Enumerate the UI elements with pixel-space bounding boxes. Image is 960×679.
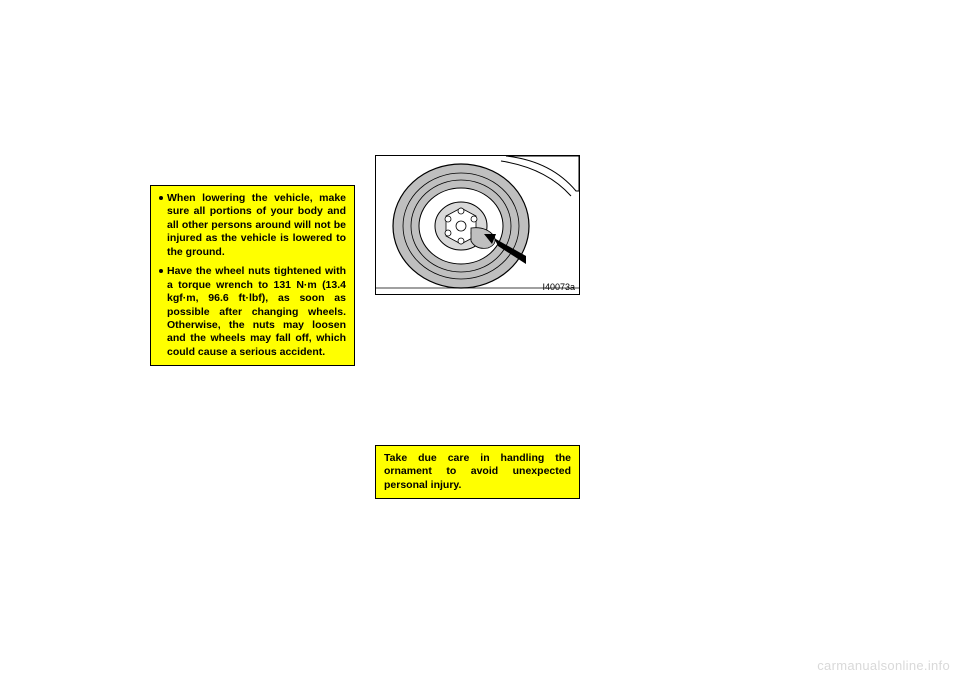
spacer	[375, 295, 580, 445]
manual-page: When lowering the vehicle, make sure all…	[0, 0, 960, 679]
caution-list: When lowering the vehicle, make sure all…	[159, 192, 346, 359]
wheel-illustration: I40073a	[375, 155, 580, 295]
left-column: When lowering the vehicle, make sure all…	[150, 185, 355, 366]
watermark: carmanualsonline.info	[817, 658, 950, 673]
caution-box-lowering: When lowering the vehicle, make sure all…	[150, 185, 355, 366]
caution-item: Have the wheel nuts tightened with a tor…	[159, 265, 346, 359]
illustration-label: I40073a	[542, 282, 575, 292]
caution-item: When lowering the vehicle, make sure all…	[159, 192, 346, 259]
right-column: I40073a Take due care in handling the or…	[375, 155, 580, 499]
caution-box-ornament: Take due care in handling the ornament t…	[375, 445, 580, 499]
